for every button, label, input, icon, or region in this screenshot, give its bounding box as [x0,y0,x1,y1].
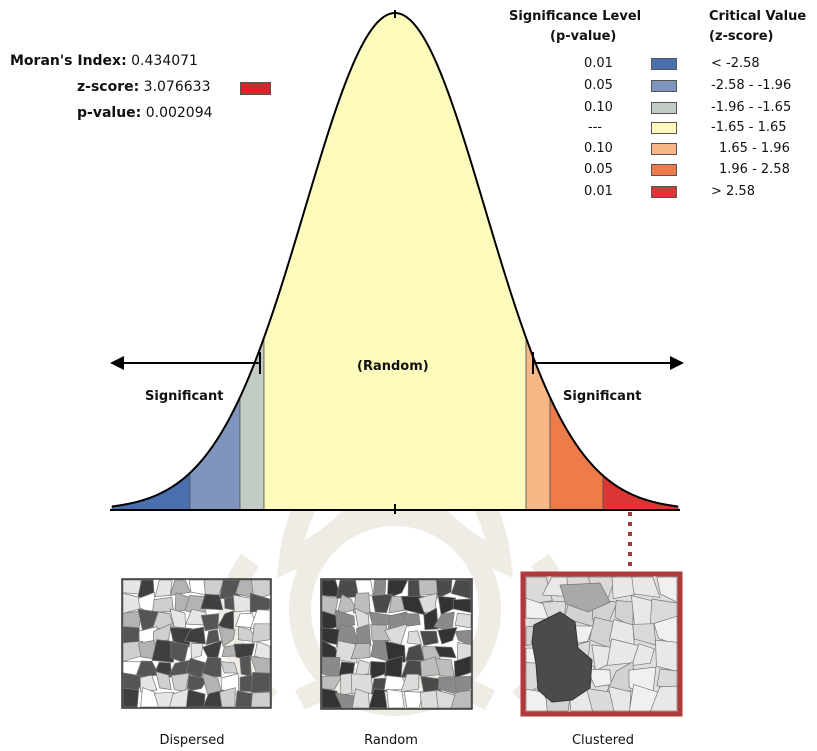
significant-right-label: Significant [563,389,642,404]
legend-p-value: 0.01 [584,56,613,71]
legend-p-value: 0.01 [584,184,613,199]
z-score-label: z-score: [77,79,140,95]
legend-swatch [651,102,677,114]
legend-swatch [651,186,677,198]
legend-z-range: -1.65 - 1.65 [711,120,787,135]
significance-subheader: (p-value) [550,29,617,44]
clustered-caption: Clustered [571,733,635,748]
legend-z-range: < -2.58 [711,56,760,71]
significance-header: Significance Level [509,9,642,24]
left-arrow [110,352,261,374]
legend-z-range: 1.65 - 1.96 [719,141,790,156]
p-value-value: 0.002094 [145,105,213,121]
critical-value-subheader: (z-score) [709,29,774,44]
z-score-value: 3.076633 [143,79,211,95]
legend-swatch [651,122,677,134]
legend-z-range: -1.96 - -1.65 [711,100,792,115]
morans-index-row: Moran's Index: 0.434071 [10,52,198,70]
random-caption: Random [364,733,418,748]
morans-index-label: Moran's Index: [10,53,127,69]
dispersed-caption: Dispersed [159,733,225,748]
legend-p-value: 0.05 [584,78,613,93]
clustered-map-thumbnail [520,571,683,717]
legend-p-value: --- [588,120,603,135]
z-score-row: z-score: 3.076633 [77,78,210,96]
legend-swatch [651,80,677,92]
legend-swatch [651,143,677,155]
legend-p-value: 0.10 [584,141,613,156]
morans-index-value: 0.434071 [131,53,198,69]
legend-swatch [651,58,677,70]
random-map-thumbnail [320,578,473,710]
p-value-row: p-value: 0.002094 [77,104,213,122]
random-label: (Random) [357,359,429,374]
dispersed-map-thumbnail [121,578,272,709]
legend-swatch [651,164,677,176]
legend-p-value: 0.10 [584,100,613,115]
legend-z-range: 1.96 - 2.58 [719,162,790,177]
significant-left-label: Significant [145,389,224,404]
legend-z-range: -2.58 - -1.96 [711,78,792,93]
p-value-label: p-value: [77,105,142,121]
right-arrow [532,352,684,374]
legend-p-value: 0.05 [584,162,613,177]
legend-z-range: > 2.58 [711,184,755,199]
z-score-swatch [240,82,271,95]
critical-value-header: Critical Value [709,9,807,24]
